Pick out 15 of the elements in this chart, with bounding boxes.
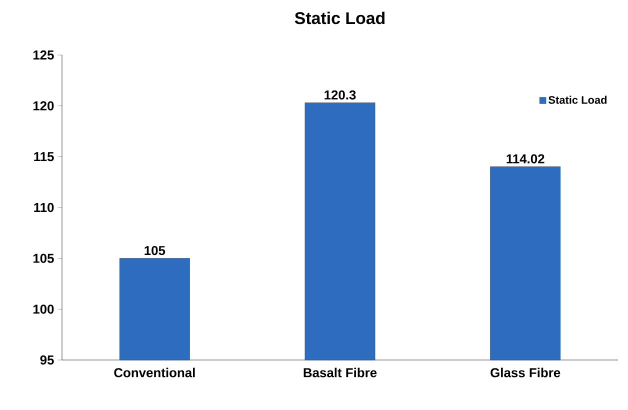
y-tick-label: 100	[33, 304, 54, 314]
y-tick-label: 115	[34, 152, 54, 162]
y-tick-label: 105	[33, 254, 54, 263]
y-tick-label: 95	[40, 355, 54, 365]
y-tick-label: 110	[34, 202, 54, 212]
y-tick-label: 125	[33, 50, 54, 60]
x-tick-label: Basalt Fibre	[304, 368, 377, 378]
data-label: 120.3	[324, 90, 356, 100]
x-tick-label: Glass Fibre	[490, 368, 560, 378]
x-tick-label: Conventional	[114, 368, 195, 378]
legend-label: Static Load	[548, 96, 607, 104]
data-label: 105	[144, 246, 166, 256]
chart-title: Static Load	[294, 12, 385, 24]
y-tick-label: 120	[33, 101, 54, 110]
data-label: 114.02	[506, 154, 544, 164]
